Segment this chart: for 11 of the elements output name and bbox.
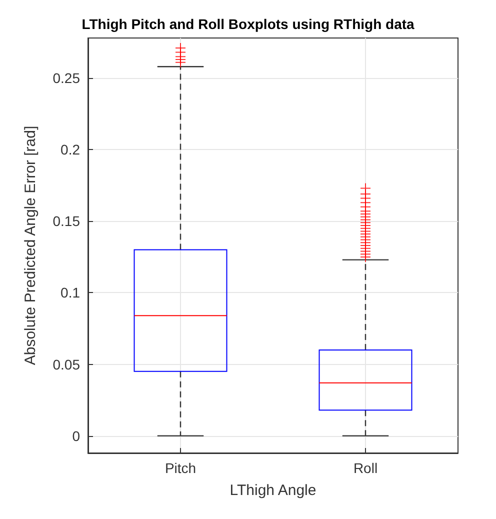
- y-tick-label: 0.05: [52, 356, 80, 372]
- x-tick-label: Roll: [353, 460, 378, 476]
- y-tick-label: 0: [72, 428, 80, 444]
- x-tick-label: Pitch: [164, 460, 196, 476]
- y-tick-label: 0.15: [52, 213, 80, 230]
- chart-title: LThigh Pitch and Roll Boxplots using RThigh data: [82, 16, 415, 32]
- y-axis-title: Absolute Predicted Angle Error [rad]: [22, 126, 39, 366]
- y-tick-label: 0.25: [52, 70, 80, 86]
- y-tick-label: 0.1: [60, 284, 80, 301]
- y-tick-label: 0.2: [60, 142, 80, 158]
- x-axis-title: LThigh Angle: [230, 482, 316, 499]
